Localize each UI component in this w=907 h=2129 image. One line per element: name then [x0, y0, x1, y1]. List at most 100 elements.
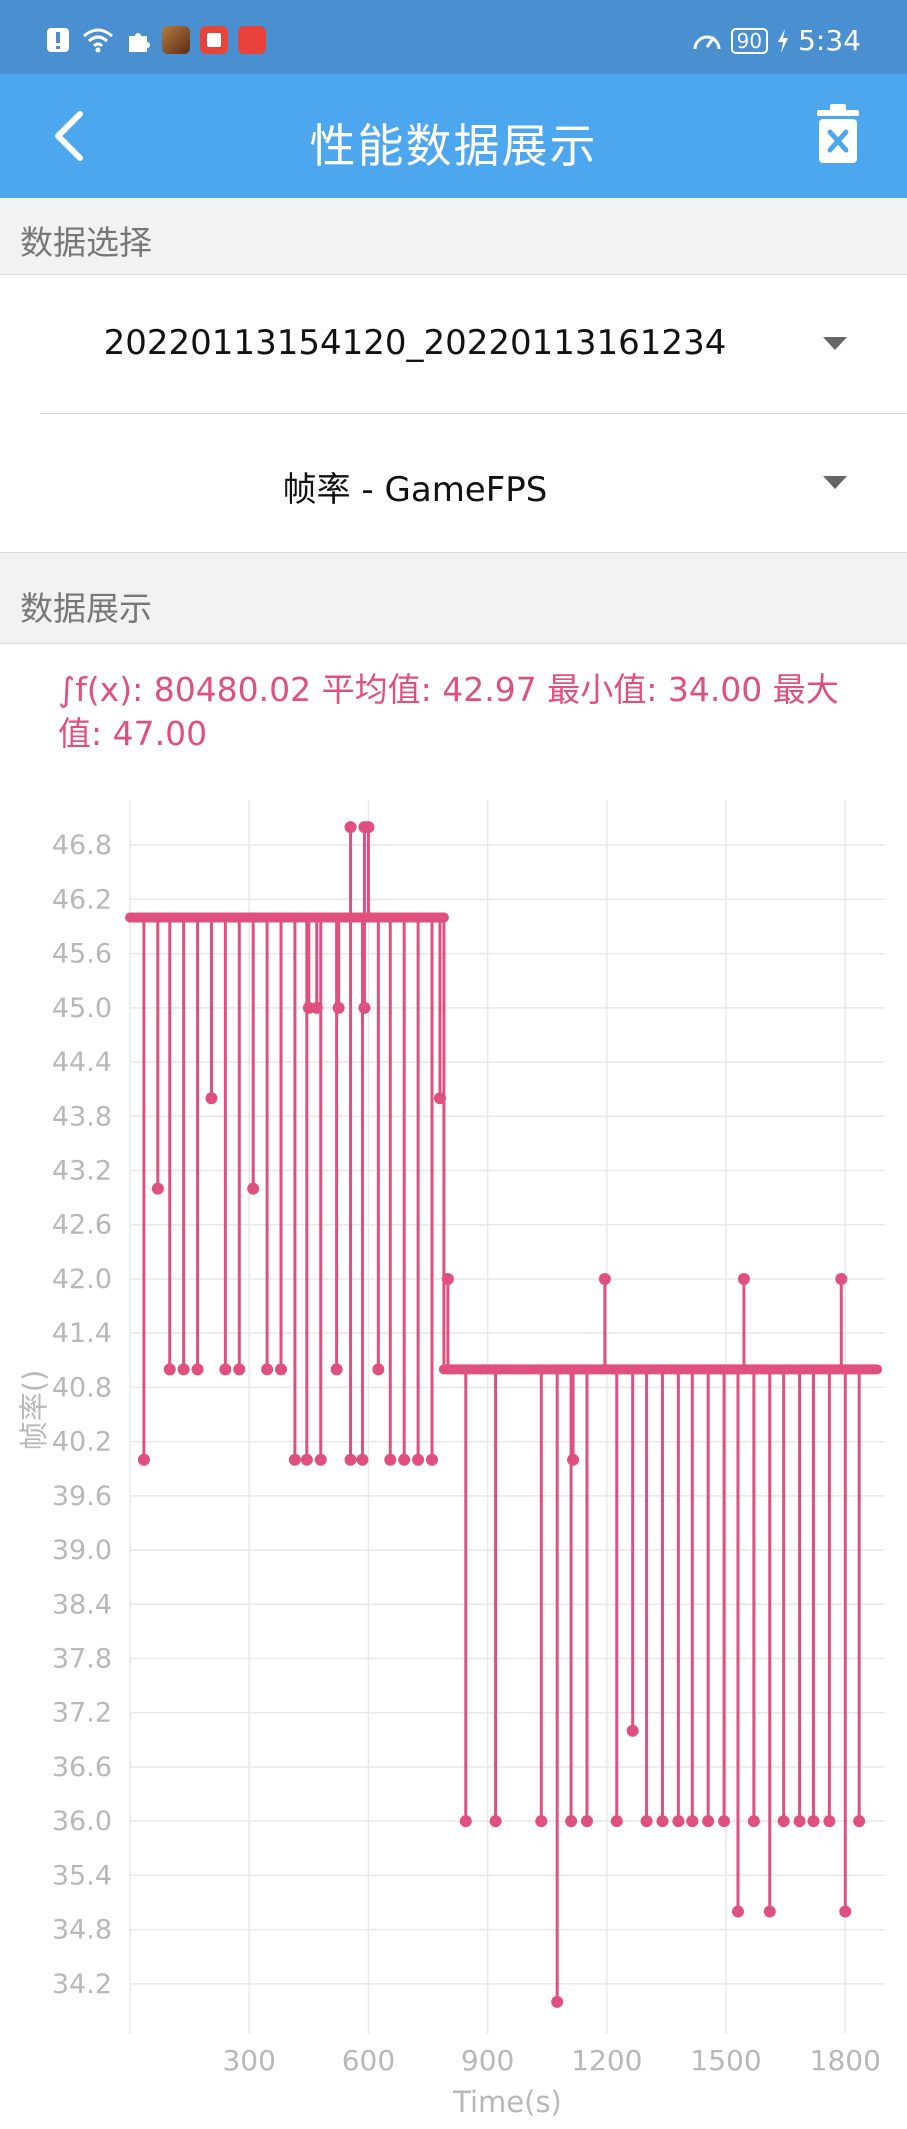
data-display-header: 数据展示	[0, 553, 907, 643]
status-bar: 90 5:34	[0, 0, 907, 74]
y-tick-label: 43.2	[52, 1156, 112, 1187]
data-point	[551, 1995, 564, 2008]
data-point	[261, 1363, 274, 1376]
huawei-app-icon	[238, 26, 266, 54]
data-point	[384, 1453, 397, 1466]
x-tick-label: 1500	[690, 2044, 761, 2077]
data-point	[356, 1453, 369, 1466]
data-point	[702, 1815, 715, 1828]
x-tick-label: 600	[342, 2044, 395, 2077]
data-point	[686, 1815, 699, 1828]
data-display-header-label: 数据展示	[20, 589, 152, 628]
data-point	[823, 1815, 836, 1828]
data-point	[191, 1363, 204, 1376]
wifi-icon	[83, 28, 113, 53]
data-point	[288, 1453, 301, 1466]
status-icons-right: 90 5:34	[691, 24, 861, 57]
data-point	[314, 1453, 327, 1466]
data-point	[300, 1453, 313, 1466]
y-tick-label: 45.0	[52, 993, 112, 1024]
data-point	[535, 1815, 548, 1828]
metric-selector[interactable]: 帧率 - GameFPS	[0, 414, 907, 552]
data-point	[737, 1272, 750, 1285]
data-point	[275, 1363, 287, 1376]
divider	[0, 643, 907, 644]
data-point	[731, 1905, 744, 1918]
data-point	[565, 1815, 578, 1828]
app-bar: 性能数据展示	[0, 74, 907, 198]
data-point	[747, 1815, 760, 1828]
book-app-icon	[200, 26, 228, 54]
y-tick-label: 42.0	[52, 1264, 112, 1295]
data-point	[835, 1272, 848, 1285]
data-point	[426, 1453, 438, 1466]
data-point	[610, 1815, 623, 1828]
data-point	[151, 1182, 164, 1195]
y-tick-label: 37.8	[52, 1644, 112, 1675]
session-selector-value: 20220113154120_20220113161234	[103, 323, 727, 363]
data-point	[247, 1182, 260, 1195]
y-tick-label: 35.4	[52, 1860, 112, 1891]
notification-alert-icon	[47, 28, 69, 52]
y-tick-label: 36.0	[52, 1806, 112, 1837]
y-tick-label: 40.8	[52, 1372, 112, 1403]
x-tick-label: 300	[222, 2044, 275, 2077]
data-point	[310, 1001, 323, 1014]
y-tick-label: 42.6	[52, 1210, 112, 1241]
stats-summary: ∫f(x): 80480.02 平均值: 42.97 最小值: 34.00 最大…	[58, 670, 839, 753]
dropdown-arrow-icon	[823, 476, 847, 489]
data-point	[330, 1363, 343, 1376]
data-point	[344, 1453, 357, 1466]
data-point	[598, 1272, 611, 1285]
y-axis-label: 帧率()	[17, 1370, 51, 1451]
data-point	[344, 821, 357, 834]
data-point	[718, 1815, 731, 1828]
data-point	[640, 1815, 653, 1828]
fps-chart: 34.2 34.8 35.4 36.0 36.6 37.2 37.8 38.4 39.0 39.6…	[17, 800, 885, 2119]
data-point	[362, 821, 375, 834]
trash-icon	[817, 104, 859, 163]
data-point	[441, 1272, 454, 1285]
dropdown-arrow-icon	[823, 337, 847, 350]
divider	[0, 552, 907, 553]
data-point	[412, 1453, 425, 1466]
back-button[interactable]	[48, 104, 98, 168]
x-tick-label: 1800	[810, 2044, 881, 2077]
y-tick-label: 34.2	[52, 1969, 112, 2000]
chevron-left-icon	[55, 111, 83, 161]
y-tick-label: 39.0	[52, 1535, 112, 1566]
data-point	[626, 1724, 639, 1737]
charging-icon	[778, 28, 789, 53]
puzzle-icon	[129, 33, 150, 52]
data-point	[672, 1815, 685, 1828]
y-tick-label: 41.4	[52, 1318, 112, 1349]
y-tick-label: 40.2	[52, 1427, 112, 1458]
y-tick-label: 45.6	[52, 939, 112, 970]
delete-button[interactable]	[815, 102, 865, 168]
data-point	[332, 1001, 345, 1014]
status-icons-left	[46, 26, 266, 54]
data-point	[777, 1815, 790, 1828]
y-tick-label: 44.4	[52, 1047, 112, 1078]
clock-time: 5:34	[798, 24, 861, 57]
data-select-header: 数据选择	[0, 198, 907, 274]
data-point	[489, 1815, 502, 1828]
y-tick-label: 34.8	[52, 1915, 112, 1946]
y-tick-label: 39.6	[52, 1481, 112, 1512]
data-point	[358, 1001, 371, 1014]
y-tick-label: 46.2	[52, 884, 112, 915]
y-tick-label: 36.6	[52, 1752, 112, 1783]
data-point	[807, 1815, 820, 1828]
data-point	[580, 1815, 593, 1828]
y-tick-label: 37.2	[52, 1698, 112, 1729]
data-point	[233, 1363, 246, 1376]
data-point	[398, 1453, 411, 1466]
session-selector[interactable]: 20220113154120_20220113161234	[0, 275, 907, 413]
data-point	[433, 1092, 446, 1105]
y-tick-label: 38.4	[52, 1589, 112, 1620]
x-tick-label: 900	[461, 2044, 514, 2077]
battery-level: 90	[730, 27, 769, 54]
data-point	[459, 1815, 472, 1828]
game-app-icon	[162, 26, 190, 54]
metric-selector-value: 帧率 - GameFPS	[282, 470, 548, 510]
